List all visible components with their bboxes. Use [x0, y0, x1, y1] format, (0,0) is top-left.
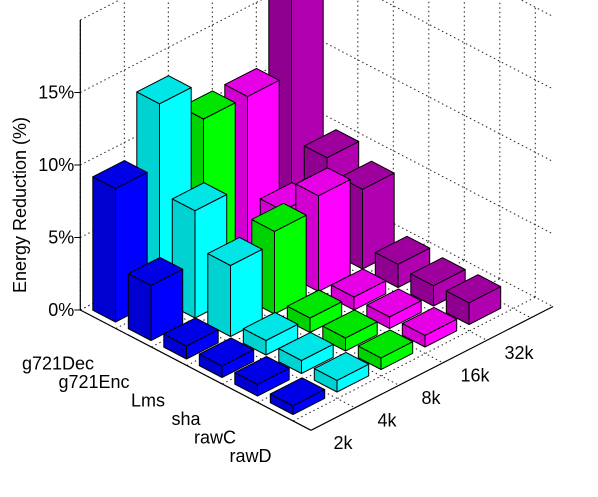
bar-top-face [127, 256, 184, 286]
bar-top-face [224, 67, 280, 97]
bar-sha-16k [330, 268, 387, 311]
bar-rawD-8k [357, 329, 414, 370]
grid-line [381, 0, 554, 90]
bar-side-face [92, 176, 116, 323]
bar-Lms-2k [163, 317, 219, 360]
grid-line [520, 0, 554, 17]
bar-top-face [207, 236, 263, 266]
bar-rawD-4k [313, 351, 370, 393]
z-tick-label: 5% [48, 228, 74, 248]
bar-top-face [242, 312, 299, 341]
grid-line [322, 185, 554, 307]
bar-top-face [251, 202, 307, 232]
bar-top-face [401, 306, 458, 336]
z-tick-label: 15% [38, 83, 74, 103]
z-tick-label: 0% [48, 300, 74, 320]
bar-top-face [339, 160, 395, 190]
row-axis-line [80, 309, 312, 431]
bar-rawC-2k [234, 355, 290, 397]
bar-g721Enc-2k [127, 256, 184, 341]
bar-top-face [303, 129, 360, 159]
bar-rawD-2k [269, 377, 326, 415]
row-tick-label: Lms [131, 390, 165, 410]
row-tick-label: rawD [229, 446, 271, 466]
grid-line [322, 40, 554, 162]
grid-line [322, 113, 554, 235]
bar-top-face [295, 167, 351, 197]
bar-top-face [180, 90, 236, 120]
bar-rawD-16k [401, 306, 458, 348]
bar-top-face [322, 309, 378, 339]
bar-top-face [278, 331, 334, 361]
bar-top-face [234, 355, 290, 385]
axis-layer [74, 20, 554, 431]
bar-rawC-8k [322, 309, 378, 352]
row-tick-label: sha [171, 409, 201, 429]
bar-front-face [318, 179, 351, 292]
bar-side-face [207, 253, 231, 337]
grid-line [80, 0, 263, 93]
bar-top-face [269, 377, 326, 407]
bar-top-face [171, 182, 228, 212]
bars-layer [92, 0, 502, 415]
row-tick-label: rawC [194, 427, 236, 447]
bar-top-face [286, 289, 343, 319]
column-axis-line [310, 305, 554, 431]
bar-rawC-4k [278, 331, 334, 374]
bar-rawD-32k [445, 274, 502, 325]
bar-sha-2k [198, 337, 255, 378]
row-tick-label: g721Dec [22, 353, 94, 373]
y-axis-label: Energy Reduction (%) [10, 117, 30, 293]
bar-sha-4k [242, 312, 299, 356]
bar-rawC-16k [366, 288, 422, 329]
bar-top-face [366, 288, 422, 318]
bar-top-face [198, 337, 255, 367]
bar-g721Dec-4k [136, 75, 192, 300]
column-tick-label: 32k [504, 343, 534, 363]
bar-sha-32k [374, 235, 431, 288]
bar-top-face [330, 268, 387, 298]
bar-top-face [313, 351, 370, 381]
bar-top-face [92, 160, 148, 190]
bar-Lms-4k [207, 236, 263, 337]
z-tick-label: 10% [38, 155, 74, 175]
row-tick-label: g721Enc [58, 372, 129, 392]
column-tick-label: 8k [421, 388, 441, 408]
column-tick-label: 4k [377, 411, 397, 431]
bar-top-face [357, 329, 414, 359]
column-tick-label: 2k [333, 433, 353, 453]
bar-top-face [410, 257, 466, 287]
bar-top-face [163, 317, 219, 347]
bar-top-face [374, 235, 431, 265]
bar-rawC-32k [410, 257, 466, 307]
column-tick-label: 16k [460, 366, 490, 386]
grid-line [293, 296, 536, 422]
bar-top-face [136, 75, 192, 105]
bar-top-face [445, 274, 502, 304]
